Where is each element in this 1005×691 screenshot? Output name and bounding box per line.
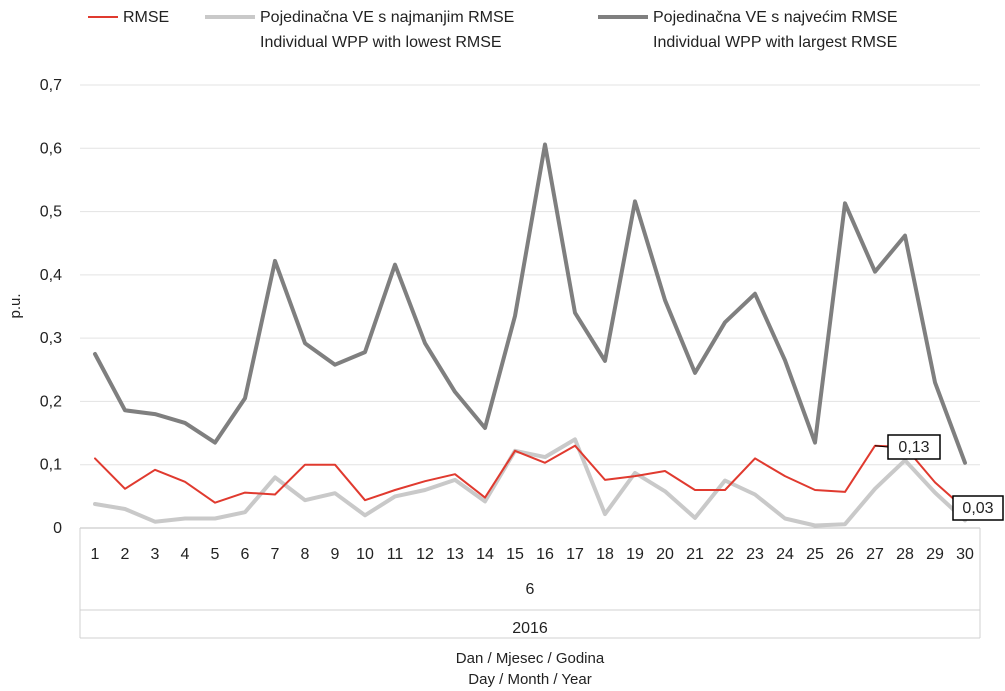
y-tick-label: 0,3 xyxy=(40,330,62,347)
y-tick-label: 0,4 xyxy=(40,267,62,284)
data-label: 0,13 xyxy=(898,439,929,456)
x-tick-label: 16 xyxy=(536,546,554,563)
series-line-2 xyxy=(93,437,967,528)
callout-box xyxy=(887,434,941,460)
x-tick-label: 23 xyxy=(746,546,764,563)
y-axis-label: p.u. xyxy=(7,293,24,318)
x-tick-label: 13 xyxy=(446,546,464,563)
x-axis: 1 2 3 4 5 6 7 8 9 10 11 12 13 14 15 16 17 18 19 20 21 22 23 24 2… xyxy=(79,528,981,688)
x-tick-label: 2 xyxy=(121,546,130,563)
legend-label: Pojedinačna VE s najmanjim RMSE xyxy=(260,9,514,26)
y-tick-label: 0 xyxy=(53,520,62,537)
callout-box xyxy=(952,495,1004,521)
x-tick-label: 7 xyxy=(271,546,280,563)
gridlines xyxy=(80,84,980,529)
data-callouts: 0,13 0,03 xyxy=(874,434,1004,521)
x-tick-label: 26 xyxy=(836,546,854,563)
legend-label-english: Individual WPP with lowest RMSE xyxy=(260,34,502,51)
x-tick-label: 3 xyxy=(151,546,160,563)
x-tick-label: 27 xyxy=(866,546,884,563)
x-tick-label: 6 xyxy=(241,546,250,563)
year-label: 2016 xyxy=(512,620,548,637)
x-axis-label: Dan / Mjesec / Godina xyxy=(456,650,605,667)
x-tick-label: 21 xyxy=(686,546,704,563)
callout-leader xyxy=(874,445,889,448)
legend: RMSE Pojedinačna VE s najmanjim RMSE Indiv… xyxy=(88,9,898,51)
y-tick-label: 0,7 xyxy=(40,77,62,94)
y-tick-label: 0,1 xyxy=(40,457,62,474)
y-tick-label: 0,5 xyxy=(40,204,62,221)
x-tick-label: 9 xyxy=(331,546,340,563)
x-tick-label: 12 xyxy=(416,546,434,563)
month-label: 6 xyxy=(526,581,535,598)
legend-label-english: Individual WPP with largest RMSE xyxy=(653,34,897,51)
y-tick-label: 0,2 xyxy=(40,393,62,410)
legend-label: RMSE xyxy=(123,9,169,26)
x-tick-label: 11 xyxy=(387,546,404,563)
x-tick-label: 4 xyxy=(181,546,190,563)
x-tick-label: 5 xyxy=(211,546,220,563)
x-tick-label: 8 xyxy=(301,546,310,563)
series-line-1 xyxy=(94,444,966,510)
x-tick-label: 17 xyxy=(566,546,584,563)
x-tick-label: 10 xyxy=(356,546,374,563)
data-label: 0,03 xyxy=(962,500,993,517)
x-tick-label: 29 xyxy=(926,546,944,563)
legend-label: Pojedinačna VE s najvećim RMSE xyxy=(653,9,898,26)
x-tick-label: 1 xyxy=(91,546,100,563)
x-axis-label-english: Day / Month / Year xyxy=(468,671,591,688)
x-tick-label: 15 xyxy=(506,546,524,563)
x-tick-label: 19 xyxy=(626,546,644,563)
x-tick-label: 18 xyxy=(596,546,614,563)
x-tick-label: 22 xyxy=(716,546,734,563)
series-lines xyxy=(93,142,967,528)
x-tick-label: 20 xyxy=(656,546,674,563)
x-tick-label: 28 xyxy=(896,546,914,563)
x-tick-label: 30 xyxy=(956,546,974,563)
y-tick-label: 0,6 xyxy=(40,140,62,157)
x-tick-label: 14 xyxy=(476,546,494,563)
y-axis-ticks: 0 0,1 0,2 0,3 0,4 0,5 0,6 0,7 xyxy=(40,77,62,537)
x-tick-label: 24 xyxy=(776,546,794,563)
series-line-3 xyxy=(93,142,967,465)
x-tick-label: 25 xyxy=(806,546,824,563)
